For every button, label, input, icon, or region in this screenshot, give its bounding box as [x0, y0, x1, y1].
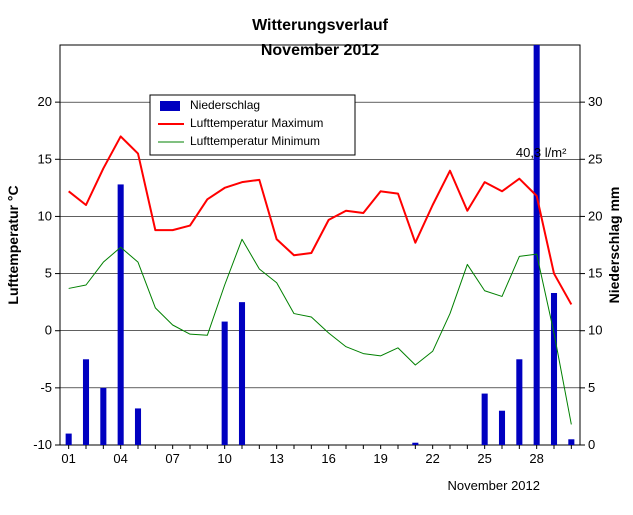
y-left-tick: 20: [38, 94, 52, 109]
y-right-tick: 0: [588, 437, 595, 452]
y-left-tick: 10: [38, 208, 52, 223]
precip-bar: [412, 443, 418, 445]
y-left-tick: 5: [45, 266, 52, 281]
legend-label: Niederschlag: [190, 98, 260, 112]
y-left-tick: -5: [40, 380, 52, 395]
bar-annotation: 40,3 l/m²: [516, 145, 567, 160]
precip-bar: [66, 434, 72, 445]
x-tick: 22: [425, 451, 439, 466]
y-right-tick: 5: [588, 380, 595, 395]
y-left-tick: 15: [38, 151, 52, 166]
precip-bar: [516, 359, 522, 445]
y-left-label: Lufttemperatur °C: [5, 185, 21, 304]
x-tick: 19: [373, 451, 387, 466]
x-tick: 13: [269, 451, 283, 466]
precip-bar: [83, 359, 89, 445]
precip-bar: [100, 388, 106, 445]
y-right-tick: 10: [588, 323, 602, 338]
precip-bar: [551, 293, 557, 445]
legend-swatch: [160, 101, 180, 111]
y-right-tick: 25: [588, 151, 602, 166]
y-right-tick: 30: [588, 94, 602, 109]
x-tick: 07: [165, 451, 179, 466]
precip-bar: [239, 302, 245, 445]
legend-label: Lufttemperatur Minimum: [190, 134, 320, 148]
precip-bar: [534, 45, 540, 445]
precip-bar: [499, 411, 505, 445]
precip-bar: [222, 322, 228, 445]
precip-bar: [482, 394, 488, 445]
precip-bar: [135, 408, 141, 445]
x-tick: 25: [477, 451, 491, 466]
x-tick: 04: [113, 451, 127, 466]
y-right-label: Niederschlag mm: [606, 187, 622, 304]
x-tick: 10: [217, 451, 231, 466]
chart-title-1: Witterungsverlauf: [252, 17, 389, 34]
x-bottom-label: November 2012: [448, 478, 541, 493]
precip-bar: [568, 439, 574, 445]
weather-chart: Witterungsverlauf November 2012 -10 -5 0 5 10 1…: [0, 0, 633, 515]
y-right-tick: 20: [588, 208, 602, 223]
y-left-tick: 0: [45, 323, 52, 338]
y-left-tick: -10: [33, 437, 52, 452]
x-tick: 01: [61, 451, 75, 466]
x-tick: 16: [321, 451, 335, 466]
precip-bar: [118, 184, 124, 445]
x-tick: 28: [529, 451, 543, 466]
y-right-tick: 15: [588, 266, 602, 281]
legend-label: Lufttemperatur Maximum: [190, 116, 323, 130]
